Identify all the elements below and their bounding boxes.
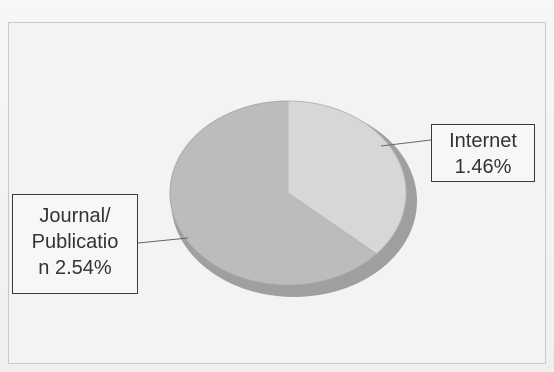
data-label-journal: Journal/ Publicatio n 2.54% [12, 194, 138, 294]
data-label-internet: Internet 1.46% [431, 124, 535, 182]
leader-line-journal [137, 237, 189, 244]
leader-line-internet [380, 139, 432, 147]
pie-slice-internet [287, 100, 407, 255]
pie-slice-journal [169, 100, 378, 286]
